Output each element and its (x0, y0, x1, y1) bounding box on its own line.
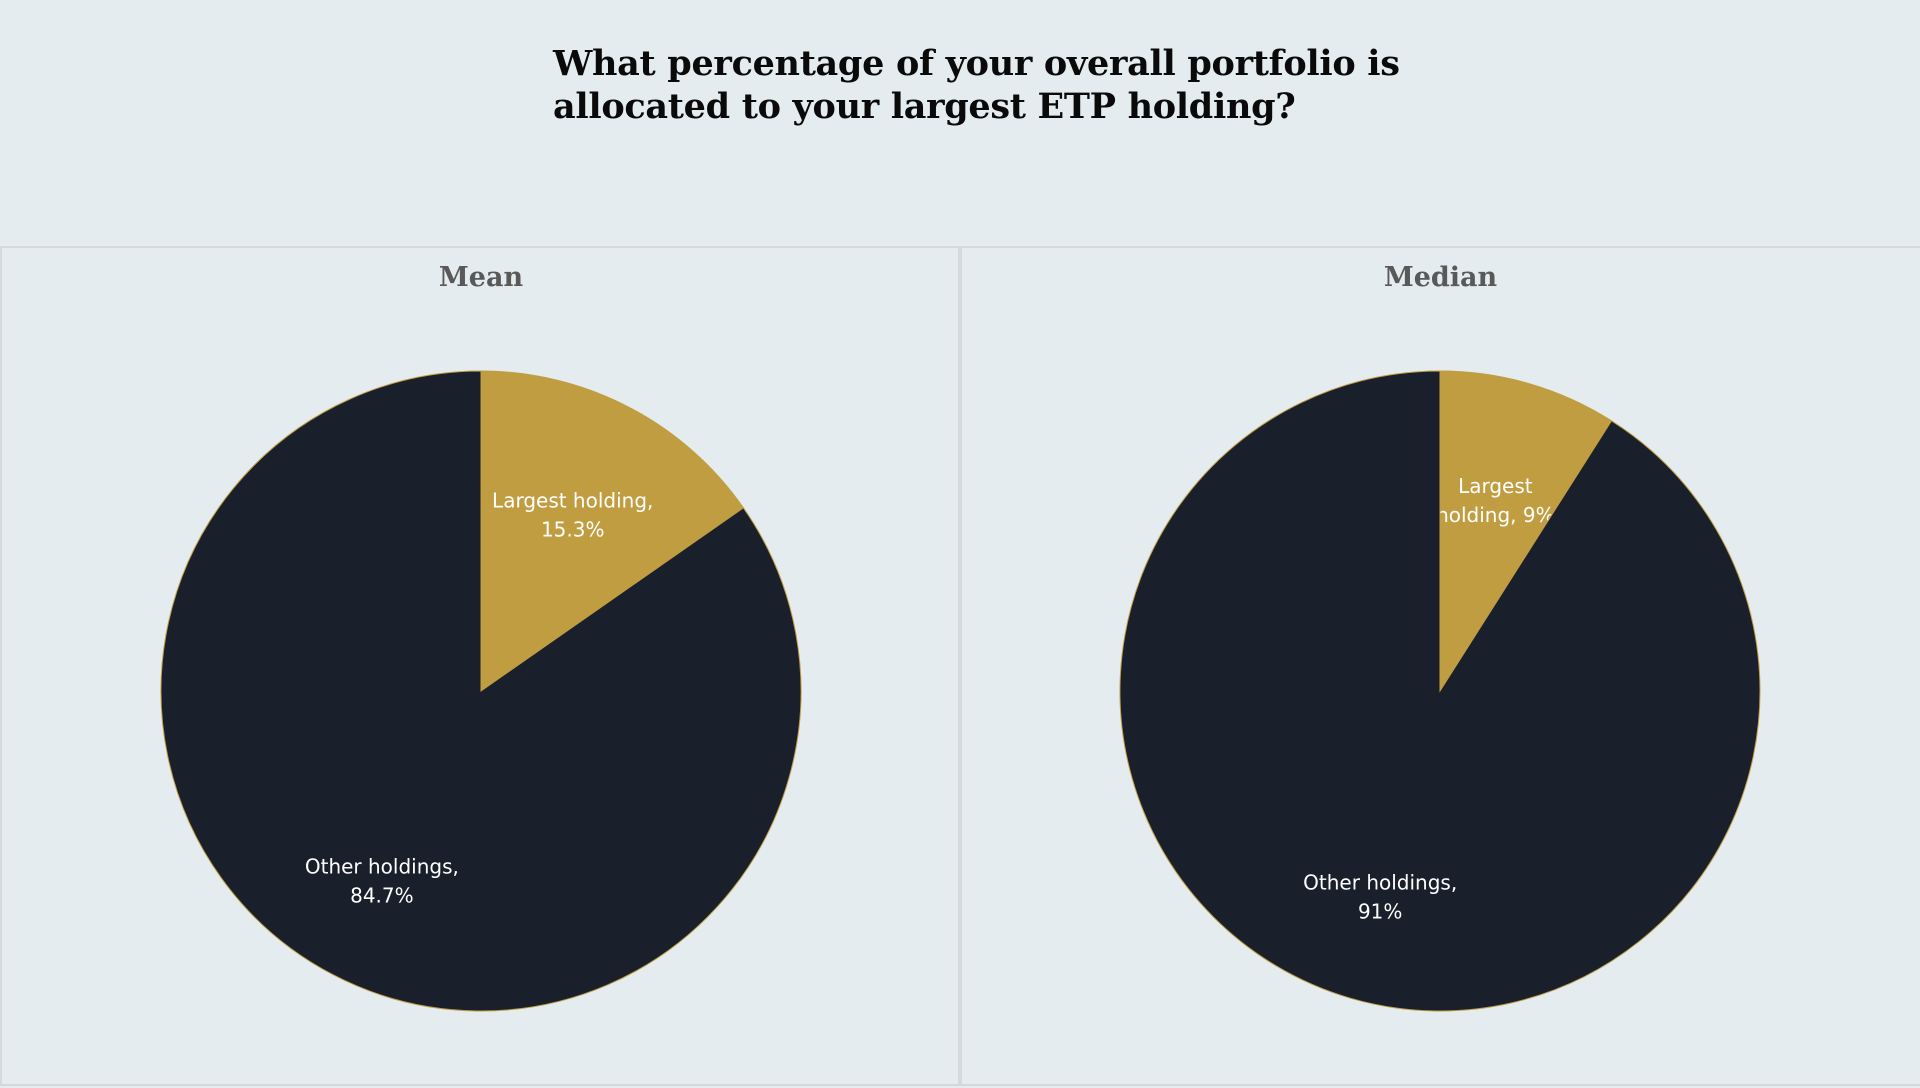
chart-title-line-2: allocated to your largest ETP holding? (553, 86, 1296, 127)
median-slice-other-holdings (1119, 370, 1761, 1012)
median-label-largest-holding: Largest holding, 9% (1436, 474, 1555, 527)
mean-slice-other-holdings (160, 370, 802, 1012)
median-pie-chart: Largest holding, 9% Other holdings, 91% (1119, 370, 1761, 1012)
median-chart-panel: Median Largest holding, 9% Other holdings,… (958, 246, 1920, 1086)
mean-label-largest-holding-line-1: Largest holding, (492, 489, 653, 513)
median-label-largest-holding-line-1: Largest (1458, 474, 1533, 498)
chart-title-line-1: What percentage of your overall portfoli… (553, 43, 1400, 84)
median-label-largest-holding-line-2: holding, 9% (1436, 503, 1555, 527)
median-slice-largest-holding (1439, 370, 1613, 693)
mean-pie-chart: Largest holding, 15.3% Other holdings, 84.7… (160, 370, 802, 1012)
median-label-other-holdings-line-2: 91% (1358, 899, 1402, 923)
mean-label-other-holdings-line-2: 84.7% (350, 884, 414, 908)
mean-label-largest-holding-line-2: 15.3% (541, 518, 605, 542)
mean-label-largest-holding: Largest holding, 15.3% (492, 489, 653, 542)
mean-label-other-holdings: Other holdings, 84.7% (305, 855, 459, 908)
median-label-other-holdings-line-1: Other holdings, (1303, 870, 1457, 894)
mean-chart-panel: Mean Largest holding, 15.3% Other holdings… (0, 246, 962, 1086)
mean-slice-largest-holding (480, 370, 745, 692)
chart-title: What percentage of your overall portfoli… (553, 42, 1553, 128)
median-chart-title: Median (1383, 262, 1498, 293)
mean-chart-title: Mean (438, 262, 524, 293)
mean-label-other-holdings-line-1: Other holdings, (305, 855, 459, 879)
median-label-other-holdings: Other holdings, 91% (1303, 870, 1457, 923)
